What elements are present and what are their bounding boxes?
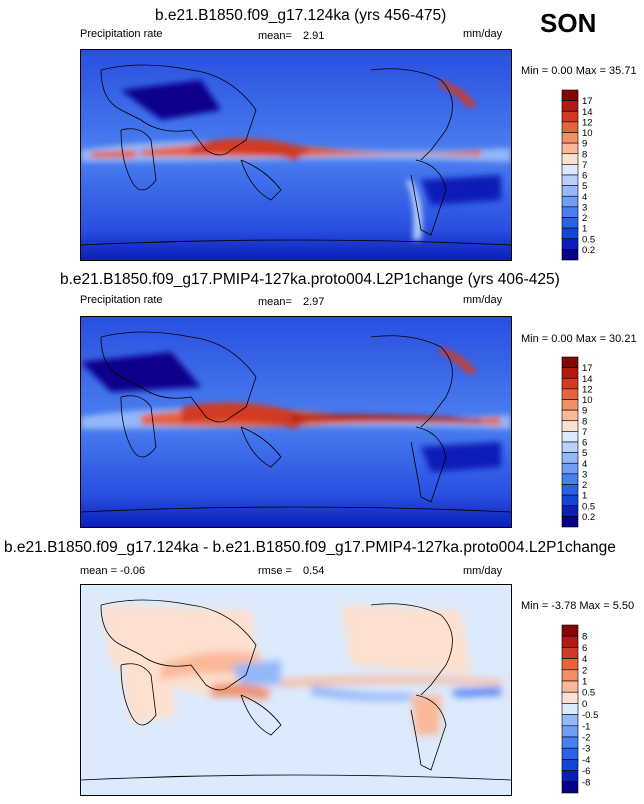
colorbar-tick-label: 4 <box>582 654 587 665</box>
colorbar-tick-label: 5 <box>582 448 587 459</box>
colorbar-tick-label: 17 <box>582 96 593 107</box>
colorbar-box <box>561 703 579 715</box>
panel-1-variable: Precipitation rate <box>80 28 163 40</box>
colorbar-tick-label: -8 <box>582 777 590 788</box>
colorbar-tick-label: 12 <box>582 117 593 128</box>
colorbar-tick-label: 8 <box>582 632 587 643</box>
colorbar-tick-label: -3 <box>582 744 590 755</box>
panel-3-rmse-label: rmse = <box>258 565 292 577</box>
colorbar-tick-label: 14 <box>582 107 593 118</box>
colorbar-box <box>561 747 579 760</box>
colorbar-tick-label: 7 <box>582 427 587 438</box>
colorbar-tick-label: 6 <box>582 171 587 182</box>
panel-1-mean-value: 2.91 <box>303 30 325 42</box>
panel-2-coastlines <box>81 331 511 513</box>
colorbar-tick-label: 10 <box>582 128 593 139</box>
panel-1-field <box>81 50 511 260</box>
colorbar-tick-label: 6 <box>582 643 587 654</box>
colorbar-box <box>561 669 579 682</box>
panel-2-units: mm/day <box>463 294 503 306</box>
colorbar-tick-label: 14 <box>582 374 593 385</box>
panel-2-variable: Precipitation rate <box>80 294 163 306</box>
colorbar-tick-label: 8 <box>582 149 587 160</box>
colorbar-box <box>561 736 579 749</box>
colorbar-tick-label: 3 <box>582 202 587 213</box>
panel-1-title: b.e21.B1850.f09_g17.124ka (yrs 456-475) <box>155 7 447 24</box>
panel-3-units: mm/day <box>463 565 503 577</box>
panel-1-map <box>80 49 512 261</box>
panel-3-minmax: Min = -3.78 Max = 5.50 <box>521 600 635 612</box>
panel-2-map <box>80 316 512 528</box>
colorbar-box <box>561 635 579 648</box>
colorbar-box <box>561 725 579 738</box>
colorbar-tick-label: -4 <box>582 755 590 766</box>
colorbar-tick-label: 12 <box>582 384 593 395</box>
colorbar-box <box>561 516 579 528</box>
colorbar-box <box>561 781 579 794</box>
colorbar-tick-label: 5 <box>582 181 587 192</box>
panel-3-rmse-value: 0.54 <box>303 565 325 577</box>
colorbar-tick-label: -0.5 <box>582 710 598 721</box>
panel-2-minmax: Min = 0.00 Max = 30.21 <box>521 333 637 345</box>
panel-3-coastlines <box>81 599 511 781</box>
colorbar-tick-label: -6 <box>582 766 590 777</box>
colorbar-tick-label: 1 <box>582 491 587 502</box>
season-label: SON <box>540 8 597 38</box>
colorbar-tick-label: 17 <box>582 363 593 374</box>
colorbar-tick-label: 0 <box>582 699 587 710</box>
colorbar-box <box>561 714 579 727</box>
colorbar-tick-label: 7 <box>582 160 587 171</box>
colorbar-tick-label: 3 <box>582 469 587 480</box>
colorbar-tick-label: 0.5 <box>582 234 595 245</box>
colorbar-tick-label: -1 <box>582 721 590 732</box>
colorbar-tick-label: 1 <box>582 224 587 235</box>
colorbar-box <box>561 759 579 771</box>
panel-3-map <box>80 584 512 796</box>
panel-3-field <box>81 585 511 795</box>
colorbar-tick-label: 8 <box>582 416 587 427</box>
colorbar-tick-label: 2 <box>582 665 587 676</box>
colorbar-tick-label: 4 <box>582 192 587 203</box>
colorbar-box <box>561 624 579 637</box>
colorbar-box <box>561 680 579 693</box>
panel-3-mean: mean = -0.06 <box>80 565 146 577</box>
colorbar-tick-label: 2 <box>582 480 587 491</box>
panel-1-mean-label: mean= <box>258 30 292 42</box>
colorbar-tick-label: 0.5 <box>582 501 595 512</box>
colorbar-box <box>561 691 579 704</box>
colorbar-tick-label: 4 <box>582 459 587 470</box>
colorbar-tick-label: 10 <box>582 395 593 406</box>
colorbar-box <box>561 249 579 261</box>
panel-2-mean-label: mean= <box>258 296 292 308</box>
colorbar-box <box>561 647 579 659</box>
colorbar-tick-label: 9 <box>582 139 587 150</box>
panel-3-title: b.e21.B1850.f09_g17.124ka - b.e21.B1850.… <box>4 539 616 556</box>
panel-2-mean-value: 2.97 <box>303 296 325 308</box>
panel-1-units: mm/day <box>463 28 503 40</box>
panel-1-coastlines <box>81 64 511 246</box>
colorbar-tick-label: 0.2 <box>582 245 595 256</box>
colorbar-tick-label: 0.5 <box>582 688 595 699</box>
colorbar-tick-label: 1 <box>582 677 587 688</box>
colorbar-tick-label: 2 <box>582 213 587 224</box>
colorbar-box <box>561 770 579 783</box>
panel-2-title: b.e21.B1850.f09_g17.PMIP4-127ka.proto004… <box>60 271 560 288</box>
panel-2-field <box>81 317 511 527</box>
colorbar-box <box>561 658 579 671</box>
colorbar-tick-label: 6 <box>582 438 587 449</box>
colorbar-tick-label: 9 <box>582 406 587 417</box>
colorbar-tick-label: 0.2 <box>582 512 595 523</box>
colorbar-tick-label: -2 <box>582 733 590 744</box>
panel-1-minmax: Min = 0.00 Max = 35.71 <box>521 65 637 77</box>
